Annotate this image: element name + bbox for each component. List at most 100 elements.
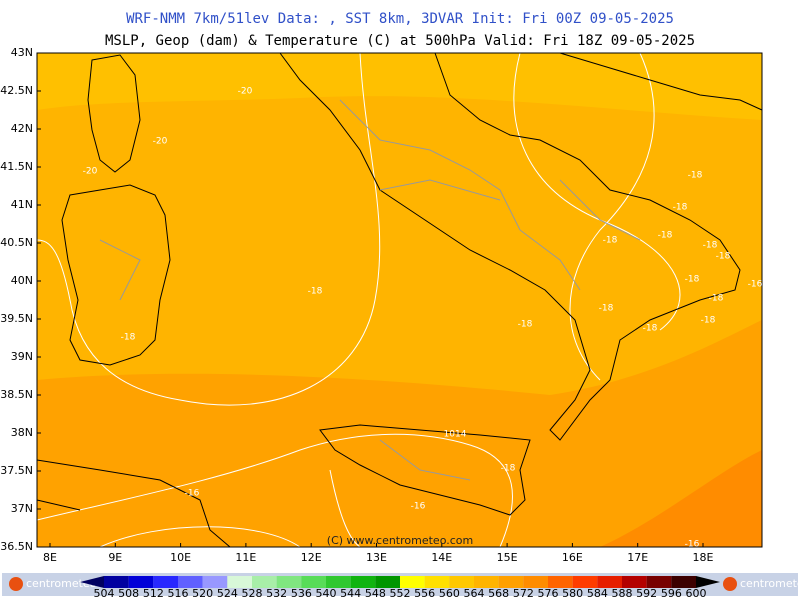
lat-label: 38N <box>11 426 33 439</box>
colorbar-label: 552 <box>390 587 411 600</box>
contour-label: -16 <box>748 280 763 290</box>
lat-label: 42N <box>11 122 33 135</box>
contour-label: -18 <box>701 316 716 326</box>
map-frame <box>36 52 763 548</box>
colorbar-label: 528 <box>242 587 263 600</box>
colorbar-box <box>375 576 400 588</box>
contour-label: -18 <box>658 231 673 241</box>
lat-label: 42.5N <box>0 84 33 97</box>
borders <box>99 99 641 481</box>
contour-label: -18 <box>603 236 618 246</box>
contour-label: -18 <box>685 275 700 285</box>
lat-label: 36.5N <box>0 540 33 553</box>
colorbar-label: 572 <box>513 587 534 600</box>
lat-axis: 43N 42.5N 42N 41.5N 41N 40.5N 40N 39.5N 39N 38.5N… <box>0 46 41 553</box>
contour-label: -20 <box>238 87 253 97</box>
lon-label: 9E <box>108 551 122 564</box>
colorbar-box <box>671 576 696 588</box>
colorbar-box <box>276 576 302 588</box>
lon-label: 8E <box>43 551 57 564</box>
credit: (C) www.centrometeo.com <box>327 534 473 547</box>
contour-label: -18 <box>716 252 731 262</box>
contour-label: -16 <box>411 502 426 512</box>
colorbar-label: 576 <box>538 587 559 600</box>
colorbar-box <box>646 576 672 588</box>
lat-label: 41N <box>11 198 33 211</box>
colorbar-label: 508 <box>118 587 139 600</box>
logo: centrometeo <box>740 577 800 590</box>
colorbar-box <box>622 576 647 588</box>
colorbar-label: 596 <box>661 587 682 600</box>
contour-label: -18 <box>501 464 516 474</box>
colorbar-box <box>400 576 425 588</box>
lon-label: 18E <box>693 551 714 564</box>
colorbar-box <box>350 576 376 588</box>
lon-label: 11E <box>235 551 256 564</box>
colorbar-label: 548 <box>365 587 386 600</box>
contour-label: -18 <box>308 287 323 297</box>
lon-label: 10E <box>170 551 191 564</box>
contour-label: -18 <box>121 333 136 343</box>
colorbar-box <box>301 576 326 588</box>
lat-label: 40N <box>11 274 33 287</box>
lon-label: 15E <box>497 551 518 564</box>
contour-label: -18 <box>599 304 614 314</box>
colorbar-label: 556 <box>414 587 435 600</box>
colorbar-label: 512 <box>143 587 164 600</box>
contour-label: -18 <box>709 294 724 304</box>
colorbar-box <box>326 576 351 588</box>
colorbar-box <box>523 576 548 588</box>
title: WRF-NMM 7km/51lev Data: , SST 8km, 3DVAR… <box>126 11 674 27</box>
colorbar-label: 504 <box>94 587 115 600</box>
logo: centrometeo <box>26 577 97 590</box>
lat-label: 41.5N <box>0 160 33 173</box>
colorbar-box <box>548 576 573 588</box>
colorbar-box <box>424 576 450 588</box>
colorbar-label: 560 <box>439 587 460 600</box>
contour-label: -18 <box>673 203 688 213</box>
lat-label: 40.5N <box>0 236 33 249</box>
colorbar-label: 564 <box>464 587 485 600</box>
colorbar-label: 524 <box>217 587 238 600</box>
colorbar-arrow <box>80 576 104 588</box>
colorbar-label: 588 <box>612 587 633 600</box>
coastlines <box>36 52 763 548</box>
colorbar-box <box>474 576 499 588</box>
colorbar-label: 600 <box>686 587 707 600</box>
colorbar-box <box>252 576 277 588</box>
lat-label: 39.5N <box>0 312 33 325</box>
lon-axis: 8E 9E 10E 11E 12E 13E 14E 15E 16E 17E 18E <box>43 543 714 564</box>
colorbar-box <box>178 576 203 588</box>
colorbar-label: 536 <box>291 587 312 600</box>
logo-icon <box>723 577 737 591</box>
colorbar-box <box>227 576 252 588</box>
lat-label: 43N <box>11 46 33 59</box>
contour-label: -16 <box>185 489 200 499</box>
colorbar-box <box>202 576 228 588</box>
map-field <box>36 52 762 548</box>
colorbar-label: 592 <box>636 587 657 600</box>
contour-label: -20 <box>153 137 168 147</box>
contour-label: 1014 <box>444 430 467 440</box>
colorbar-label: 568 <box>488 587 509 600</box>
subtitle: MSLP, Geop (dam) & Temperature (C) at 50… <box>105 33 695 49</box>
contour-label: -18 <box>518 320 533 330</box>
lon-label: 14E <box>431 551 452 564</box>
lat-label: 39N <box>11 350 33 363</box>
lon-label: 17E <box>627 551 648 564</box>
colorbar-label: 516 <box>168 587 189 600</box>
colorbar-box <box>104 576 129 588</box>
colorbar-box <box>449 576 474 588</box>
colorbar-label: 584 <box>587 587 608 600</box>
lon-label: 13E <box>366 551 387 564</box>
contour-labels: -20-20-20 -18-18-18 -18-18-18-18-18-18-18-… <box>83 87 763 550</box>
contour-label: -18 <box>643 324 658 334</box>
colorbar-label: 540 <box>316 587 337 600</box>
colorbar-label: 580 <box>562 587 583 600</box>
colorbar-box <box>498 576 524 588</box>
colorbar-box <box>153 576 178 588</box>
colorbar-box <box>128 576 154 588</box>
lon-label: 16E <box>562 551 583 564</box>
